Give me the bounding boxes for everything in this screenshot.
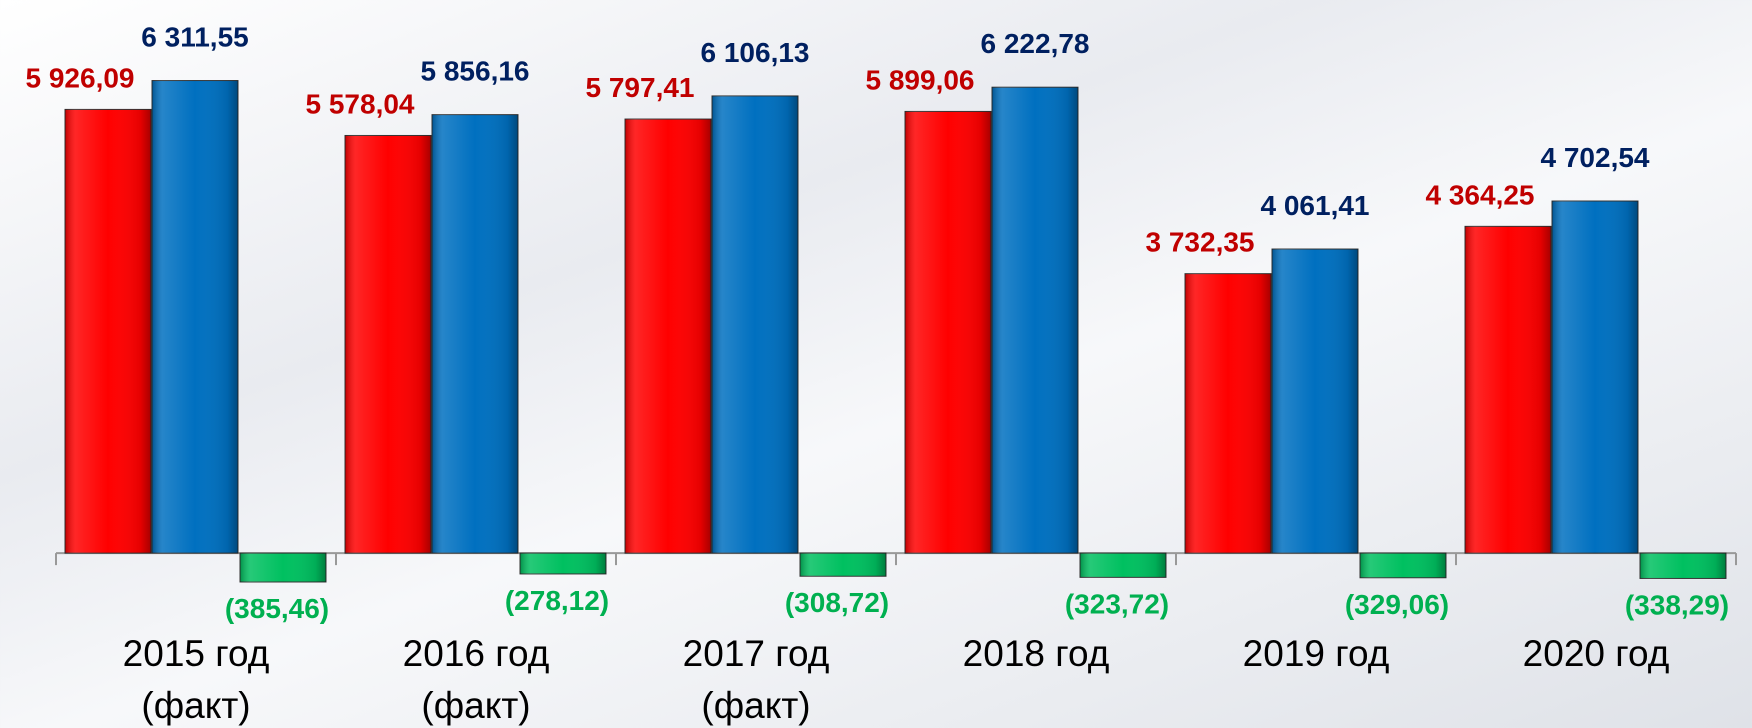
value-label: (278,12) [505, 585, 609, 616]
bar-shade [905, 111, 991, 554]
value-label: 5 578,04 [306, 88, 415, 119]
bar-shade [1552, 201, 1638, 554]
bar-shade [992, 87, 1078, 554]
value-label: 6 106,13 [701, 37, 810, 68]
bar-shade [1640, 553, 1726, 579]
x-tick-label: 2016 год (факт) [402, 633, 550, 726]
x-tick-label: 2018 год [962, 633, 1110, 674]
value-label: 5 926,09 [26, 62, 135, 93]
x-tick-label: 2020 год [1522, 633, 1670, 674]
bar-shade [1080, 553, 1166, 578]
value-label: 5 856,16 [421, 56, 530, 87]
value-label: (323,72) [1065, 588, 1169, 619]
bar-shade [65, 109, 151, 554]
bar-shade [1272, 249, 1358, 554]
value-label: (308,72) [785, 587, 889, 618]
bar-shade [240, 553, 326, 582]
value-label: 6 311,55 [141, 22, 248, 53]
x-tick-label: 2015 год (факт) [122, 633, 270, 726]
value-label: 3 732,35 [1146, 227, 1255, 258]
value-label: (385,46) [225, 593, 329, 624]
bar-shade [520, 553, 606, 574]
bar-shade [800, 553, 886, 577]
value-label: 6 222,78 [981, 28, 1090, 59]
bar-shade [625, 119, 711, 554]
bar-shade [152, 80, 238, 554]
value-label: 4 061,41 [1261, 190, 1370, 221]
bar-shade [345, 135, 431, 554]
value-label: 5 899,06 [866, 64, 975, 95]
x-tick-label: 2019 год [1242, 633, 1390, 674]
value-label: 4 702,54 [1541, 142, 1650, 173]
bar-shade [1185, 273, 1271, 554]
value-label: 4 364,25 [1426, 179, 1535, 210]
x-tick-label: 2017 год (факт) [682, 633, 830, 726]
value-label: 5 797,41 [586, 72, 695, 103]
bar-shade [712, 95, 798, 554]
bar-shade [1360, 553, 1446, 578]
value-label: (329,06) [1345, 589, 1449, 620]
bar-shade [432, 114, 518, 554]
bar-shade [1465, 226, 1551, 554]
value-label: (338,29) [1625, 589, 1729, 620]
